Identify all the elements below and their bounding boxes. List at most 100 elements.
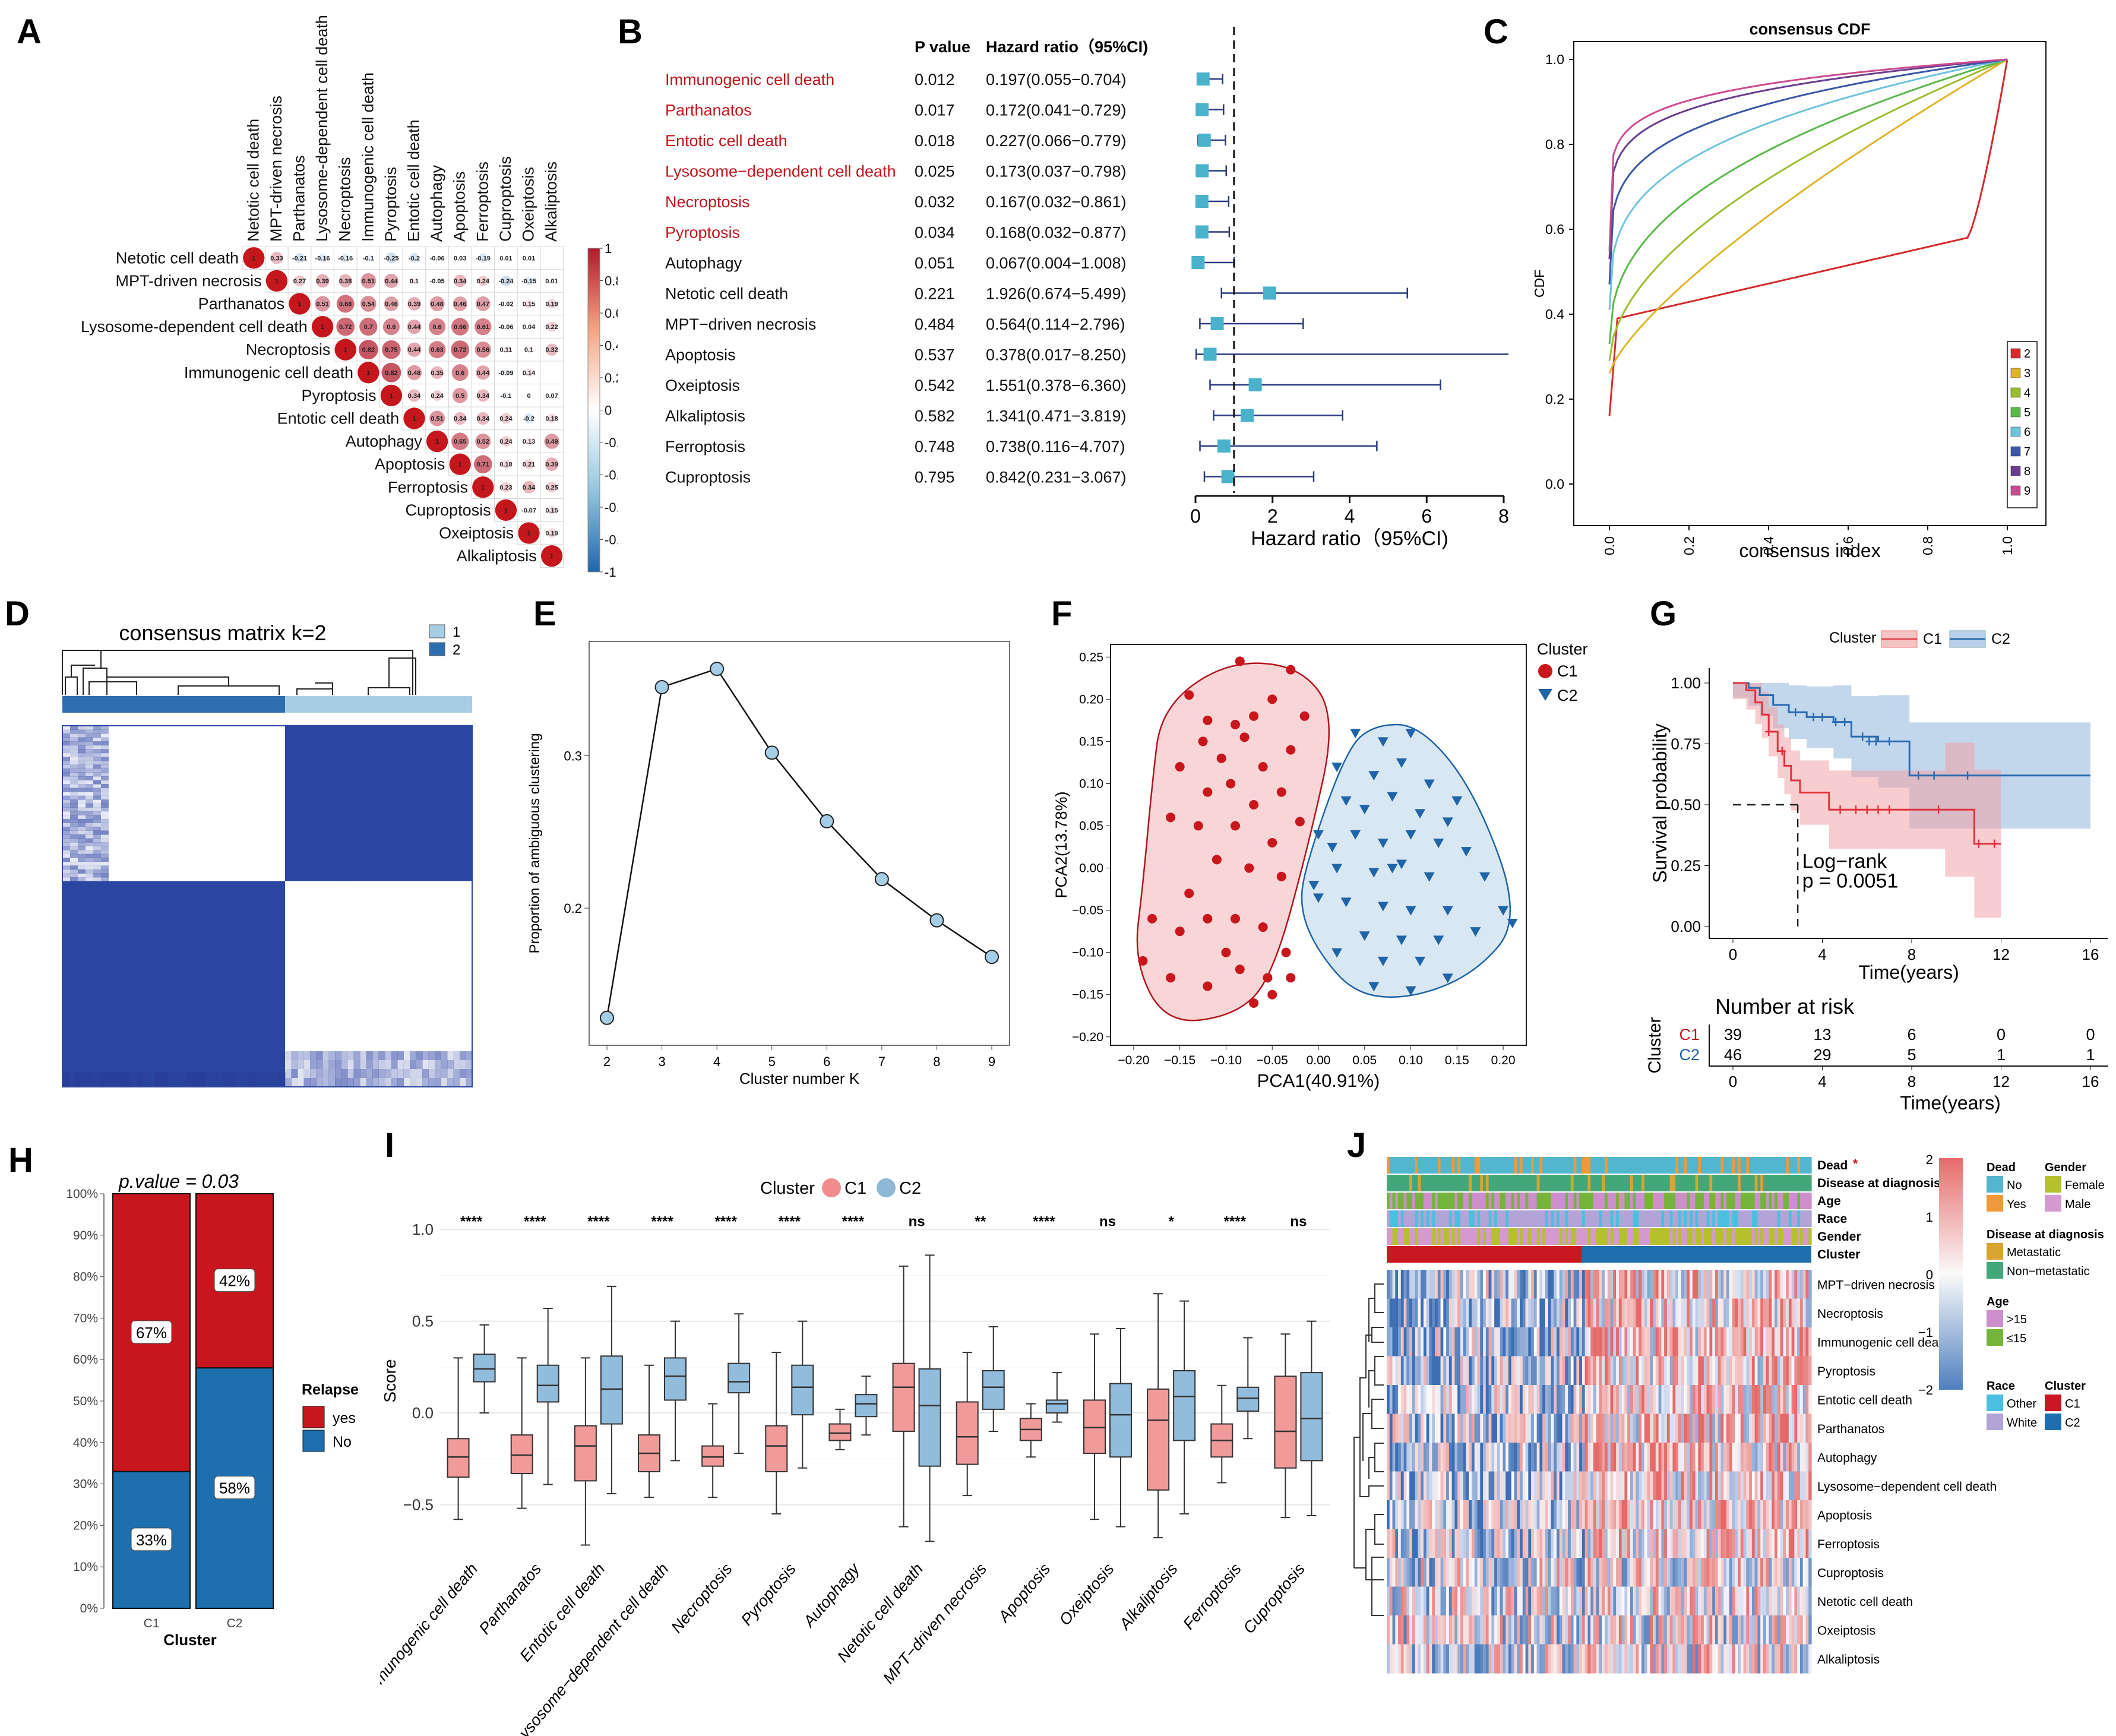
heatmap-cell [1775, 1327, 1778, 1357]
km-y-tick-label: 1.00 [1671, 674, 1701, 692]
annotation-cell [1769, 1157, 1772, 1174]
forest-x-tick-label: 4 [1345, 505, 1355, 527]
heatmap-cell [1695, 1414, 1699, 1443]
annotation-cell [1681, 1175, 1685, 1191]
h-y-tick-label: 10% [73, 1560, 98, 1574]
heatmap-cell [1772, 1586, 1775, 1616]
legend-gender-title: Gender [2045, 1161, 2086, 1174]
km-censor-c1 [1778, 747, 1786, 755]
annotation-cell [1454, 1157, 1458, 1174]
heatmap-cell [1469, 1586, 1472, 1616]
corr-circle [407, 320, 422, 334]
annotation-cell [1483, 1210, 1486, 1227]
heatmap-cell [1621, 1529, 1625, 1558]
annotation-cell [1451, 1175, 1455, 1191]
heatmap-cell [1661, 1586, 1665, 1616]
km-censor-c2 [1915, 771, 1922, 780]
heatmap-cell [1505, 1558, 1509, 1588]
heatmap-cell [1698, 1414, 1701, 1443]
heatmap-cell [1395, 1414, 1399, 1443]
corr-col-label: Parthanatos [290, 155, 308, 242]
corr-row-label: MPT-driven necrosis [116, 272, 262, 290]
heatmap-cell [1423, 1558, 1427, 1588]
heatmap-cell [1460, 1529, 1464, 1558]
matrix-speckle [86, 838, 93, 843]
heatmap-cell [1536, 1443, 1540, 1472]
heatmap-cell [1451, 1529, 1455, 1558]
heatmap-cell [1508, 1443, 1512, 1472]
heatmap-cell [1738, 1298, 1741, 1328]
forest-ci: 1.341(0.471−3.819) [986, 407, 1126, 425]
heatmap-cell [1687, 1443, 1690, 1472]
matrix-speckle [322, 1078, 329, 1087]
heatmap-cell [1655, 1443, 1659, 1472]
panel-d-consensus-matrix: consensus matrix k=2 12 [62, 621, 473, 1087]
annotation-cell [1783, 1228, 1786, 1245]
heatmap-cell [1769, 1615, 1772, 1645]
heatmap-cell [1457, 1356, 1461, 1386]
annotation-cell [1743, 1193, 1747, 1209]
annotation-cell [1653, 1210, 1656, 1227]
matrix-speckle [101, 834, 109, 839]
heatmap-cell [1602, 1558, 1605, 1588]
heatmap-cell [1644, 1385, 1648, 1415]
heatmap-cell [1698, 1443, 1701, 1472]
heatmap-cell [1636, 1644, 1639, 1674]
heatmap-cell [1690, 1615, 1693, 1645]
pca-point-c2 [1331, 864, 1343, 874]
corr-col-label: Ferroptosis [473, 162, 491, 242]
heatmap-cell [1389, 1500, 1393, 1530]
heatmap-cell [1698, 1327, 1701, 1357]
heatmap-cell [1485, 1385, 1489, 1415]
heatmap-cell [1454, 1327, 1458, 1357]
col-header-hr: Hazard ratio（95%CI) [986, 38, 1148, 56]
annotation-cell [1607, 1228, 1611, 1245]
heatmap-cell [1675, 1529, 1679, 1558]
matrix-speckle [70, 846, 78, 850]
panel-label-g: G [1650, 595, 1677, 633]
heatmap-cell [1797, 1443, 1801, 1472]
heatmap-cell [1542, 1529, 1546, 1558]
heatmap-cell [1463, 1298, 1467, 1328]
annotation-cell [1729, 1175, 1733, 1191]
matrix-speckle [101, 788, 109, 792]
gene-row-label: Apoptosis [1817, 1509, 1872, 1522]
j-colorbar-label: 2 [1926, 1152, 1933, 1167]
matrix-speckle [347, 1060, 354, 1069]
heatmap-cell [1797, 1529, 1801, 1558]
km-censor-c1 [1836, 805, 1844, 814]
annotation-cell [1454, 1193, 1458, 1209]
annotation-cell [1559, 1210, 1563, 1227]
heatmap-cell [1772, 1298, 1775, 1328]
heatmap-cell [1718, 1615, 1722, 1645]
heatmap-cell [1485, 1586, 1489, 1616]
heatmap-cell [1398, 1270, 1402, 1299]
heatmap-cell [1568, 1356, 1571, 1386]
heatmap-cell [1715, 1414, 1719, 1443]
heatmap-cell [1409, 1327, 1413, 1357]
heatmap-cell [1395, 1644, 1399, 1674]
heatmap-cell [1528, 1644, 1532, 1674]
heatmap-cell [1675, 1327, 1679, 1357]
heatmap-cell [1666, 1327, 1671, 1357]
matrix-speckle [105, 1072, 112, 1087]
heatmap-cell [1723, 1356, 1727, 1386]
i-x-tick-label: Apoptosis [994, 1560, 1054, 1627]
heatmap-cell [1480, 1385, 1484, 1415]
cdf-legend-swatch [2010, 407, 2021, 418]
heatmap-cell [1738, 1443, 1741, 1472]
annotation-cell [1777, 1228, 1781, 1245]
annotation-cell [1701, 1210, 1704, 1227]
corr-value: 0.01 [499, 255, 512, 262]
heatmap-cell [1415, 1298, 1419, 1328]
heatmap-cell [1672, 1471, 1676, 1501]
dendrogram-branch [62, 650, 413, 695]
matrix-speckle [70, 850, 78, 855]
heatmap-cell [1418, 1558, 1421, 1588]
heatmap-cell [1554, 1615, 1557, 1645]
heatmap-cell [1480, 1471, 1484, 1501]
heatmap-cell [1562, 1558, 1565, 1588]
annotation-cell [1723, 1157, 1727, 1174]
matrix-speckle [372, 1051, 379, 1060]
heatmap-cell [1508, 1471, 1512, 1501]
